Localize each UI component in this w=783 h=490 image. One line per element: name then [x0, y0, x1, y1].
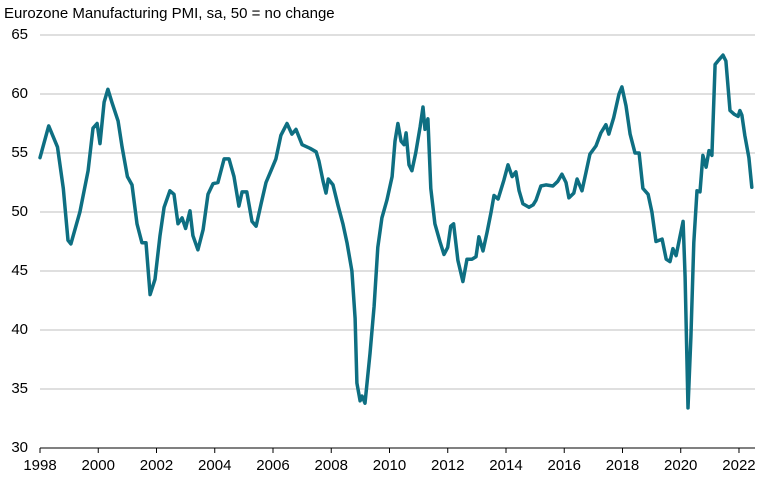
data-line [38, 53, 754, 410]
x-tick-label: 2012 [431, 457, 464, 474]
x-tick-label: 2014 [489, 457, 522, 474]
x-tick-label: 1998 [23, 457, 56, 474]
y-tick-label: 40 [11, 321, 28, 338]
y-tick-label: 65 [11, 26, 28, 43]
y-tick-label: 45 [11, 262, 28, 279]
x-tick-label: 2010 [373, 457, 406, 474]
chart-title: Eurozone Manufacturing PMI, sa, 50 = no … [4, 5, 335, 22]
y-tick-label: 35 [11, 380, 28, 397]
x-tick-label: 2000 [82, 457, 115, 474]
y-tick-label: 50 [11, 203, 28, 220]
x-tick-label: 2004 [198, 457, 231, 474]
x-tick-label: 2018 [606, 457, 639, 474]
x-tick-label: 2022 [722, 457, 755, 474]
y-tick-label: 30 [11, 439, 28, 456]
x-tick-label: 2016 [548, 457, 581, 474]
x-tick-label: 2008 [315, 457, 348, 474]
x-tick-label: 2020 [664, 457, 697, 474]
x-tick-label: 2006 [256, 457, 289, 474]
y-tick-label: 60 [11, 85, 28, 102]
y-tick-label: 55 [11, 144, 28, 161]
x-tick-label: 2002 [140, 457, 173, 474]
